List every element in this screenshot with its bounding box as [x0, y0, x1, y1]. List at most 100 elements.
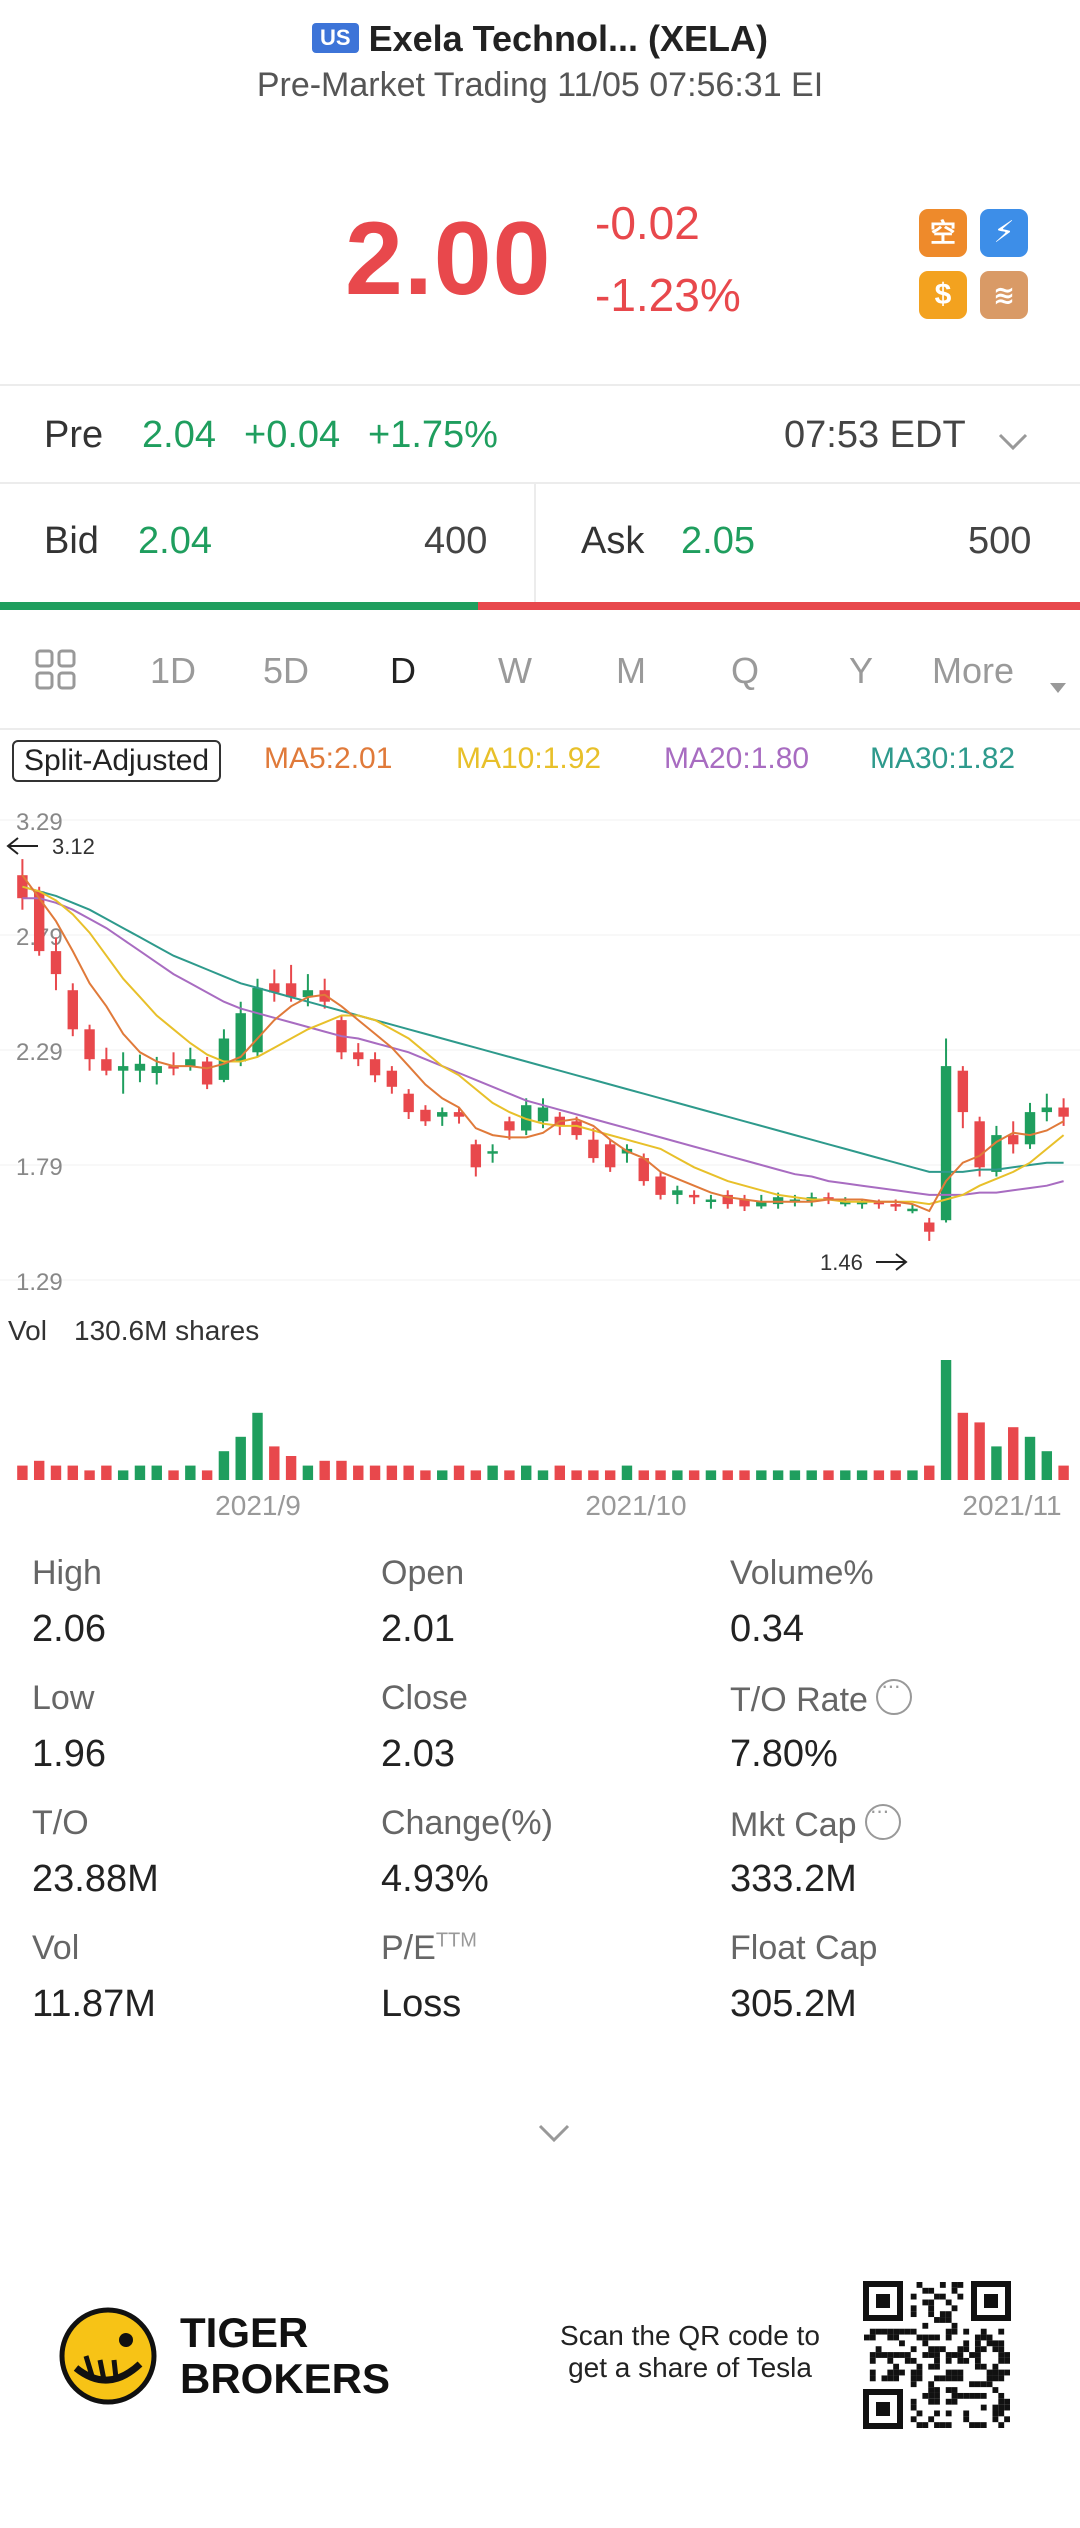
tab-1d[interactable]: 1D: [150, 650, 197, 691]
chevron-down-icon[interactable]: [996, 420, 1030, 463]
candle-body: [504, 1121, 515, 1131]
trading-status: Pre-Market Trading 11/05 07:56:31 EI: [256, 66, 824, 104]
tab-m[interactable]: M: [616, 650, 646, 691]
period-tabs: 1D 5D D W M Q Y More: [0, 626, 1080, 716]
qr-module: [887, 2369, 894, 2376]
volume-label: Vol: [8, 1315, 47, 1346]
qr-module: [992, 2340, 999, 2347]
expand-chevron-icon[interactable]: [536, 2122, 572, 2149]
candle: [319, 978, 330, 1009]
pre-market-row[interactable]: Pre 2.04 +0.04 +1.75% 07:53 EDT: [0, 390, 1080, 482]
info-icon[interactable]: [875, 1673, 912, 1715]
candle-body: [856, 1201, 868, 1205]
candle: [235, 1001, 246, 1067]
qr-module: [887, 2352, 894, 2358]
candle-body: [235, 1013, 246, 1062]
tab-w[interactable]: W: [498, 650, 532, 691]
y-tick-label: 1.79: [16, 1154, 63, 1181]
layers-icon[interactable]: ≋: [980, 271, 1028, 319]
qr-module: [998, 2392, 1005, 2399]
volume-bar: [67, 1465, 78, 1480]
candle: [655, 1171, 666, 1200]
candle-body: [218, 1038, 230, 1080]
qr-module: [910, 2416, 917, 2423]
qr-module: [986, 2334, 993, 2341]
candle: [571, 1116, 582, 1140]
candlestick-chart[interactable]: 3.29 2.79 2.29 1.79 1.29 3.12 1.46 Vol 1…: [0, 800, 1080, 1530]
qr-module: [934, 2357, 940, 2364]
last-price: 2.00: [345, 201, 552, 317]
volume-bar: [336, 1460, 347, 1480]
volume-bar: [722, 1470, 733, 1480]
qr-module: [1004, 2357, 1010, 2364]
candle-body: [403, 1093, 414, 1113]
qr-module: [998, 2404, 1005, 2411]
qr-module: [928, 2299, 935, 2306]
volume-bar: [873, 1470, 885, 1480]
volume-bar: [1024, 1436, 1036, 1480]
qr-module: [969, 2381, 975, 2388]
qr-module: [922, 2299, 929, 2306]
qr-module: [963, 2328, 970, 2335]
qr-module: [928, 2346, 935, 2353]
qr-module: [951, 2322, 958, 2329]
stat-label-to: T/O: [32, 1804, 89, 1842]
candle: [957, 1066, 969, 1129]
tab-y[interactable]: Y: [849, 650, 874, 691]
volume-bar: [101, 1465, 112, 1480]
qr-module: [980, 2381, 987, 2388]
qr-module: [922, 2392, 929, 2399]
candle-body: [957, 1070, 969, 1113]
volume-bar: [33, 1460, 45, 1480]
high-marker-label: 3.12: [52, 834, 95, 859]
candle: [201, 1056, 213, 1090]
split-adjusted-button[interactable]: Split-Adjusted: [12, 740, 222, 782]
qr-module: [1004, 2352, 1010, 2358]
qr-module: [969, 2422, 975, 2428]
stat-label-open: Open: [381, 1554, 465, 1592]
qr-module: [934, 2317, 940, 2323]
qr-module: [992, 2387, 999, 2393]
ma10-label: MA10:1.92: [456, 742, 602, 775]
bid-volume-bar: [0, 602, 478, 610]
candle-body: [50, 951, 62, 975]
qr-module: [974, 2340, 981, 2347]
info-icon[interactable]: [864, 1798, 901, 1840]
tiger-logo-icon: [58, 2306, 158, 2411]
stat-value-volume-pct: 0.34: [730, 1608, 804, 1650]
dollar-icon[interactable]: $: [919, 271, 967, 319]
qr-module: [945, 2375, 952, 2382]
volume-bar: [185, 1465, 196, 1480]
caret-down-icon[interactable]: [1048, 662, 1068, 704]
qr-module: [922, 2322, 929, 2329]
qr-module: [893, 2369, 900, 2376]
pre-label: Pre: [44, 414, 104, 456]
grid-icon[interactable]: [34, 648, 78, 701]
volume-bar: [487, 1465, 498, 1480]
tab-q[interactable]: Q: [731, 650, 760, 691]
qr-module: [998, 2346, 1005, 2353]
margin-icon[interactable]: 空: [919, 209, 967, 257]
ma30-label: MA30:1.82: [870, 742, 1016, 775]
qr-module: [881, 2328, 888, 2335]
candle: [521, 1098, 532, 1136]
candle-body: [705, 1199, 717, 1202]
tab-more[interactable]: More: [932, 650, 1015, 691]
tab-d[interactable]: D: [390, 650, 416, 691]
qr-module: [899, 2328, 905, 2335]
stat-label-to-rate: T/O Rate: [730, 1673, 912, 1720]
volume-bar: [856, 1470, 868, 1480]
qr-module: [893, 2334, 900, 2341]
volume-bar: [285, 1456, 297, 1480]
stat-label-low: Low: [32, 1679, 95, 1717]
candle: [386, 1066, 398, 1094]
brand-name: TIGER BROKERS: [180, 2310, 390, 2402]
volume-bar: [252, 1412, 263, 1480]
stat-value-mkt-cap: 333.2M: [730, 1858, 857, 1900]
tab-5d[interactable]: 5D: [263, 650, 310, 691]
volume-bar: [504, 1470, 515, 1480]
title-row[interactable]: US Exela Technol... (XELA): [0, 18, 1080, 60]
lightning-icon[interactable]: ⚡: [980, 209, 1028, 257]
qr-module: [916, 2334, 923, 2341]
candle-body: [840, 1201, 851, 1205]
